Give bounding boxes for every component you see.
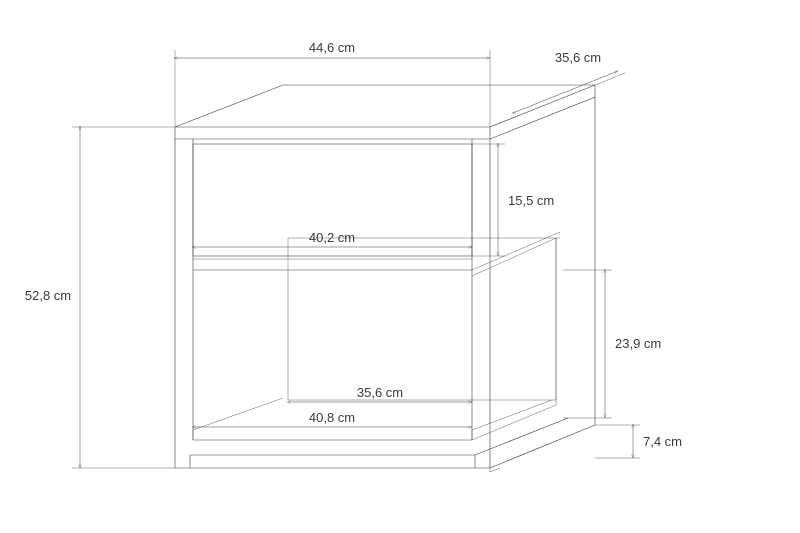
dim-drawer-height: 15,5 cm	[472, 144, 554, 256]
dim-drawer-height-label: 15,5 cm	[508, 193, 554, 208]
dim-opening-width: 40,8 cm	[193, 410, 472, 427]
dim-interior-depth-label: 35,6 cm	[357, 385, 403, 400]
cabinet-drawing	[175, 85, 595, 472]
dim-width-label: 44,6 cm	[309, 40, 355, 55]
furniture-dimension-diagram: 44,6 cm 35,6 cm 52,8 cm 15,5 cm 40,2 cm …	[0, 0, 800, 533]
dim-depth-label: 35,6 cm	[555, 50, 601, 65]
dim-shelf-height-label: 23,9 cm	[615, 336, 661, 351]
dim-height-label: 52,8 cm	[25, 288, 71, 303]
dim-width: 44,6 cm	[175, 40, 490, 127]
dim-opening-width-label: 40,8 cm	[309, 410, 355, 425]
dim-depth: 35,6 cm	[490, 50, 625, 127]
dim-interior-depth: 35,6 cm	[288, 385, 472, 402]
dim-plinth-height: 7,4 cm	[595, 425, 682, 458]
dim-height: 52,8 cm	[25, 127, 175, 468]
dim-plinth-height-label: 7,4 cm	[643, 434, 682, 449]
dim-shelf-height: 23,9 cm	[563, 270, 661, 418]
dim-drawer-width: 40,2 cm	[193, 230, 472, 247]
dim-drawer-width-label: 40,2 cm	[309, 230, 355, 245]
